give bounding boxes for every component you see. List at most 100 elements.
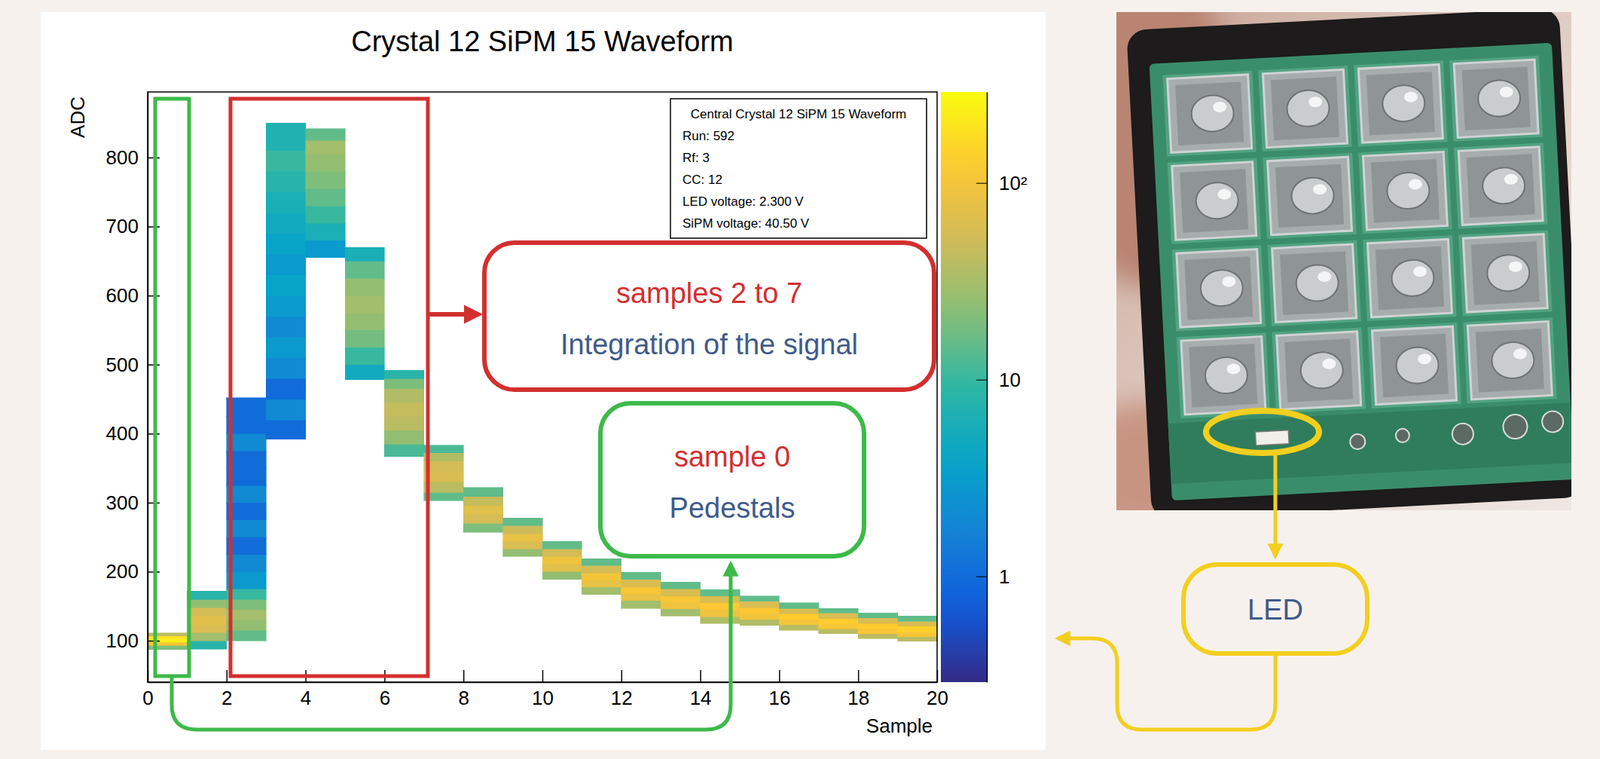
heatmap-cell: [739, 601, 779, 608]
tick-label: 10: [998, 368, 1021, 391]
tick: 300: [106, 491, 160, 514]
tick-mark: [778, 669, 781, 682]
heatmap-cell: [345, 277, 385, 296]
sipm-pad: [1458, 229, 1552, 316]
heatmap-cell: [581, 579, 621, 587]
stats-line: Central Crystal 12 SiPM 15 Waveform: [690, 106, 907, 122]
heatmap-cell: [581, 564, 621, 573]
heatmap-cell: [463, 513, 503, 523]
heatmap-cell: [542, 540, 582, 549]
heatmap-cell: [778, 624, 819, 630]
tick-label: 200: [106, 559, 139, 583]
heatmap-cell: [305, 222, 346, 241]
heatmap-cell: [424, 481, 464, 492]
epoxy-drop: [1390, 258, 1435, 297]
component: [1502, 413, 1529, 440]
stats-line: SiPM voltage: 40.50 V: [682, 216, 810, 231]
heatmap-cell: [660, 595, 700, 602]
sipm: [1462, 234, 1548, 312]
heatmap-cell: [384, 378, 424, 389]
tick-mark: [858, 669, 860, 682]
heatmap-cell: [345, 364, 385, 380]
tick-label: 1: [998, 564, 1010, 588]
component: [1395, 427, 1410, 443]
heatmap-cell: [739, 612, 779, 619]
stats-box-frame: [670, 98, 927, 239]
sipm: [1467, 321, 1552, 400]
epoxy-highlight: [1417, 353, 1433, 365]
epoxy-highlight: [1513, 348, 1528, 360]
tick: 8: [458, 669, 469, 709]
sipm-pad: [1162, 70, 1256, 157]
tick-label: 700: [106, 214, 139, 238]
epoxy-drop: [1386, 171, 1430, 211]
heatmap-cell: [305, 240, 346, 258]
y-axis: 100200300400500600700800: [106, 92, 160, 683]
heatmap-cell: [226, 570, 266, 589]
heatmap-cell: [778, 613, 819, 619]
sipm-pad: [1176, 332, 1271, 419]
sipm-window: [1462, 67, 1531, 131]
heatmap-cell: [226, 588, 266, 599]
stats-line: LED voltage: 2.300 V: [682, 194, 804, 209]
heatmap-cell: [660, 601, 700, 609]
sipm: [1362, 151, 1448, 230]
tick: 400: [106, 421, 160, 445]
annotation-text: sample 0: [674, 440, 791, 473]
sipm-window: [1279, 250, 1349, 315]
heatmap-cell: [463, 505, 503, 515]
heatmap-cell: [305, 140, 346, 154]
sipm: [1453, 59, 1539, 138]
heatmap-cell: [305, 205, 346, 223]
heatmap-cell: [265, 150, 306, 171]
heatmap-cell: [226, 450, 266, 468]
heatmap-cell: [345, 260, 385, 278]
sipm-pad: [1449, 55, 1543, 142]
sipm-pad: [1353, 60, 1448, 147]
heatmap-cell: [186, 598, 226, 608]
epoxy-highlight: [1503, 173, 1518, 185]
sipm: [1458, 146, 1543, 225]
heatmap-cell: [621, 571, 661, 579]
y-axis-line: [147, 92, 150, 683]
heatmap-cell: [305, 188, 346, 206]
component: [1451, 422, 1474, 445]
led-arrow: [1273, 454, 1278, 556]
annotation-box: [600, 403, 865, 556]
epoxy-drop: [1290, 176, 1335, 215]
heatmap-cell: [265, 212, 306, 233]
heatmap-cell: [424, 471, 464, 483]
sipm-window: [1184, 256, 1253, 320]
heatmap-cell: [542, 563, 582, 571]
board-photo: [1116, 12, 1572, 510]
x-axis-title: Sample: [866, 714, 933, 737]
sipm-pad: [1258, 65, 1352, 152]
sipm-window: [1175, 81, 1244, 145]
heatmap-cell: [542, 555, 582, 564]
sipm-pad: [1453, 143, 1548, 230]
sipm-pad: [1172, 244, 1266, 331]
sipm-pad: [1167, 157, 1262, 244]
heatmap-cell: [897, 636, 938, 642]
heatmap-cell: [186, 615, 226, 624]
tick-label: 800: [106, 146, 139, 169]
tick: 600: [106, 283, 160, 307]
plot-frame: [147, 91, 938, 682]
sipm: [1167, 74, 1252, 153]
stats-line: Rf: 3: [682, 150, 710, 165]
chart-title: Crystal 12 SiPM 15 Waveform: [351, 25, 734, 58]
epoxy-highlight: [1499, 86, 1514, 98]
tick: 10: [531, 669, 554, 709]
heatmap-cell: [739, 619, 779, 626]
tick-mark: [226, 669, 229, 682]
led-highlight: [1206, 410, 1320, 453]
tick-label: 100: [106, 629, 139, 652]
heatmap-cell: [700, 616, 740, 623]
tick-label: 4: [300, 686, 312, 709]
epoxy-drop: [1204, 356, 1249, 395]
sipm-pad: [1358, 147, 1452, 234]
tick: 10²: [976, 171, 1028, 195]
heatmap-cell: [226, 485, 266, 503]
heatmap-cell: [700, 589, 740, 596]
epoxy-highlight: [1221, 275, 1237, 288]
